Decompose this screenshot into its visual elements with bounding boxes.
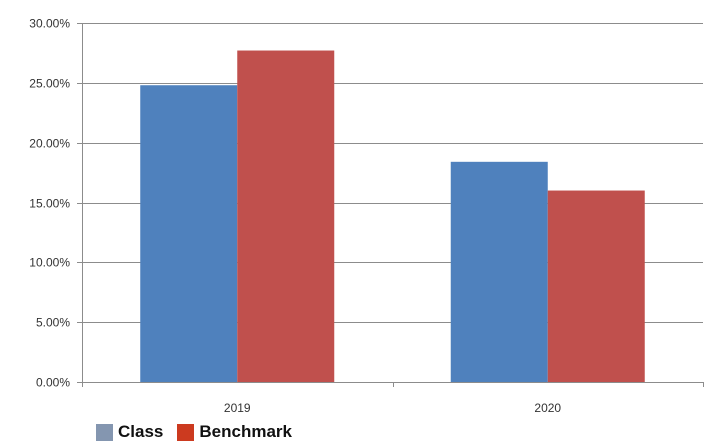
y-tick-label: 20.00%: [29, 137, 70, 151]
bar-class-2020: [450, 161, 548, 382]
y-tick-label: 30.00%: [29, 17, 70, 31]
y-tick-labels: 0.00% 5.00% 10.00% 15.00% 20.00% 25.00% 30.00%: [29, 17, 70, 390]
y-tick-label: 5.00%: [36, 316, 70, 330]
y-tick-label: 15.00%: [29, 197, 70, 211]
axes: [77, 23, 704, 387]
legend-swatch-class: [96, 423, 113, 441]
x-tick-labels: 2019 2020: [224, 401, 562, 415]
bar-class-2019: [140, 85, 238, 382]
legend-item-class: Class: [96, 423, 163, 441]
bar-benchmark-2019: [237, 50, 335, 382]
legend-label-class: Class: [118, 422, 164, 441]
legend-item-benchmark: Benchmark: [177, 423, 292, 441]
bar-benchmark-2020: [547, 190, 645, 382]
bars: [140, 50, 645, 382]
bar-chart: 0.00% 5.00% 10.00% 15.00% 20.00% 25.00% 30.00%…: [29, 17, 704, 415]
y-tick-label: 10.00%: [29, 256, 70, 270]
legend-label-benchmark: Benchmark: [199, 422, 292, 441]
legend: Class Benchmark: [96, 423, 306, 441]
x-tick-label: 2020: [534, 401, 561, 415]
legend-swatch-benchmark: [177, 423, 195, 441]
y-tick-label: 0.00%: [36, 376, 70, 390]
x-tick-label: 2019: [224, 401, 251, 415]
y-tick-label: 25.00%: [29, 77, 70, 91]
